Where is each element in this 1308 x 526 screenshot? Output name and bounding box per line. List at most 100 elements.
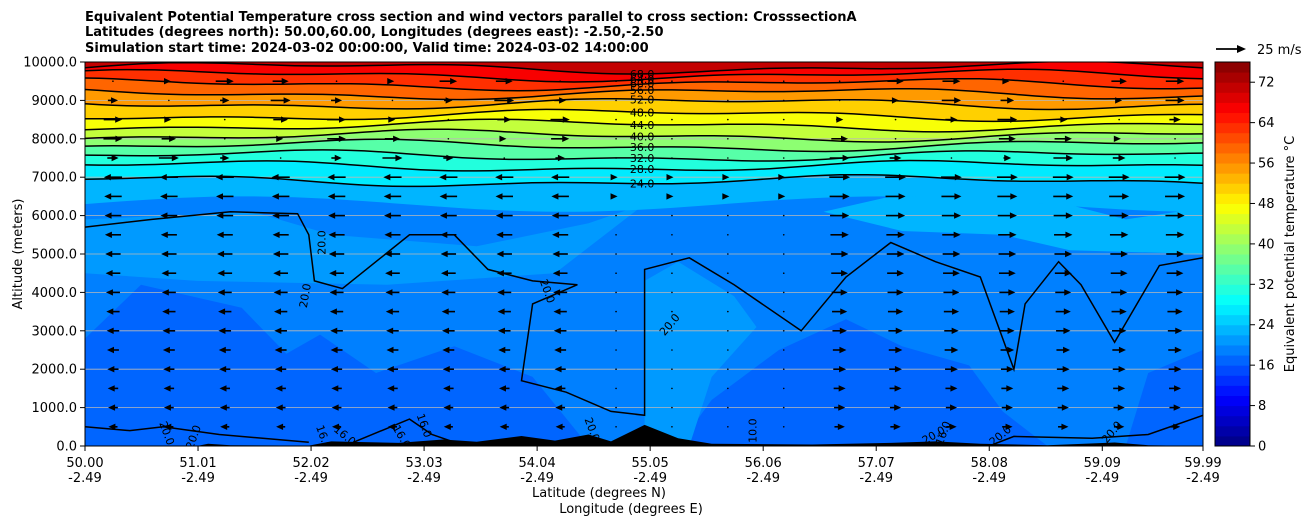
wind-vector: [1055, 289, 1072, 296]
colorbar-band: [1215, 284, 1250, 295]
x-tick-label-lon: -2.49: [746, 471, 780, 486]
wind-vector: [220, 423, 230, 430]
contour-label: 24.0: [630, 178, 655, 191]
wind-vector: [943, 289, 960, 296]
wind-vector: [831, 289, 848, 296]
wind-vector: [722, 193, 730, 200]
wind-vector: [499, 404, 510, 411]
wind-vector: [885, 193, 906, 200]
wind-vector: [497, 116, 512, 123]
wind-vector: [998, 250, 1017, 258]
wind-vector: [499, 423, 509, 430]
wind-vector: [440, 250, 457, 258]
wind-vector: [727, 157, 729, 159]
colorbar-band: [1215, 173, 1250, 184]
colorbar-tick-label: 72: [1258, 76, 1275, 91]
wind-vector: [945, 385, 958, 392]
wind-vector: [496, 231, 513, 238]
wind-vector: [727, 99, 729, 102]
wind-vector: [615, 99, 617, 102]
y-tick-label: 1000.0: [32, 401, 78, 416]
wind-vector: [887, 78, 904, 85]
wind-vector: [615, 387, 617, 390]
wind-vector: [215, 174, 234, 181]
wind-vector: [671, 118, 673, 121]
x-tick-label: 57.07: [858, 456, 895, 471]
wind-vector: [671, 99, 673, 102]
wind-vector: [943, 308, 960, 315]
wind-vector: [327, 116, 347, 123]
wind-vector: [162, 327, 176, 334]
wind-vector: [388, 116, 396, 123]
x-tick-label-lon: -2.49: [181, 471, 215, 486]
contour-label: 44.0: [630, 119, 655, 132]
wind-vector: [106, 327, 120, 334]
colorbar-tick-label: 32: [1258, 278, 1275, 293]
wind-vector: [382, 154, 403, 162]
y-tick-label: 4000.0: [32, 286, 78, 301]
wind-vector: [273, 116, 289, 123]
wind-vector: [830, 231, 849, 238]
wind-vector: [332, 423, 342, 430]
wind-vector: [1167, 327, 1183, 334]
y-tick-label: 8000.0: [32, 132, 78, 147]
wind-vector: [495, 174, 514, 181]
wind-vector: [782, 99, 785, 102]
colorbar-band: [1215, 264, 1250, 275]
wind-vector: [217, 250, 233, 258]
wind-vector: [385, 270, 400, 277]
wind-vector: [831, 270, 849, 277]
wind-vector: [217, 289, 232, 296]
y-tick-label: 0.0: [56, 440, 77, 455]
colorbar-band: [1215, 415, 1250, 427]
wind-vector: [894, 118, 897, 121]
wind-vector: [1054, 270, 1072, 277]
wind-vector: [996, 174, 1018, 181]
wind-vector: [1109, 231, 1129, 238]
wind-vector: [108, 423, 118, 430]
y-tick-label: 2000.0: [32, 363, 78, 378]
wind-vector: [552, 231, 569, 238]
wind-vector: [671, 80, 673, 82]
wind-vector: [1062, 99, 1065, 102]
colorbar-band: [1215, 324, 1250, 336]
contour-label: 64.0: [630, 73, 655, 86]
contour-label: 20.0: [316, 230, 329, 255]
x-tick-label-lon: -2.49: [859, 471, 893, 486]
wind-vector: [615, 157, 617, 159]
wind-vector: [727, 138, 729, 140]
wind-vector: [440, 231, 457, 238]
wind-vector: [1174, 138, 1176, 140]
wind-vector: [331, 97, 343, 104]
wind-vector: [1053, 154, 1074, 162]
wind-vector: [671, 368, 673, 371]
contour-label: 60.0: [630, 78, 655, 91]
wind-vector: [496, 250, 512, 258]
wind-vector: [1111, 78, 1127, 85]
wind-vector: [103, 116, 123, 123]
wind-vector: [161, 135, 177, 142]
wind-vector: [439, 174, 458, 181]
wind-vector: [275, 385, 286, 392]
wind-vector: [499, 135, 507, 142]
wind-vector: [1054, 231, 1073, 238]
wind-vector: [1058, 423, 1069, 430]
wind-vector: [161, 289, 176, 296]
wind-vector: [168, 99, 170, 102]
wind-vector: [215, 78, 234, 85]
colorbar-tick-label: 24: [1258, 318, 1275, 333]
colorbar-band: [1215, 274, 1250, 285]
wind-vector: [671, 387, 673, 390]
wind-vector: [273, 289, 288, 296]
wind-vector: [942, 250, 961, 258]
wind-vector: [1169, 404, 1181, 411]
wind-vector: [327, 174, 346, 181]
wind-vector: [782, 157, 785, 159]
wind-vector: [553, 289, 568, 296]
wind-vector: [218, 308, 232, 315]
wind-vector: [328, 212, 345, 219]
wind-vector: [441, 308, 455, 315]
wind-vector: [496, 270, 512, 277]
wind-vector: [163, 385, 175, 392]
colorbar-tick-label: 40: [1258, 237, 1275, 252]
